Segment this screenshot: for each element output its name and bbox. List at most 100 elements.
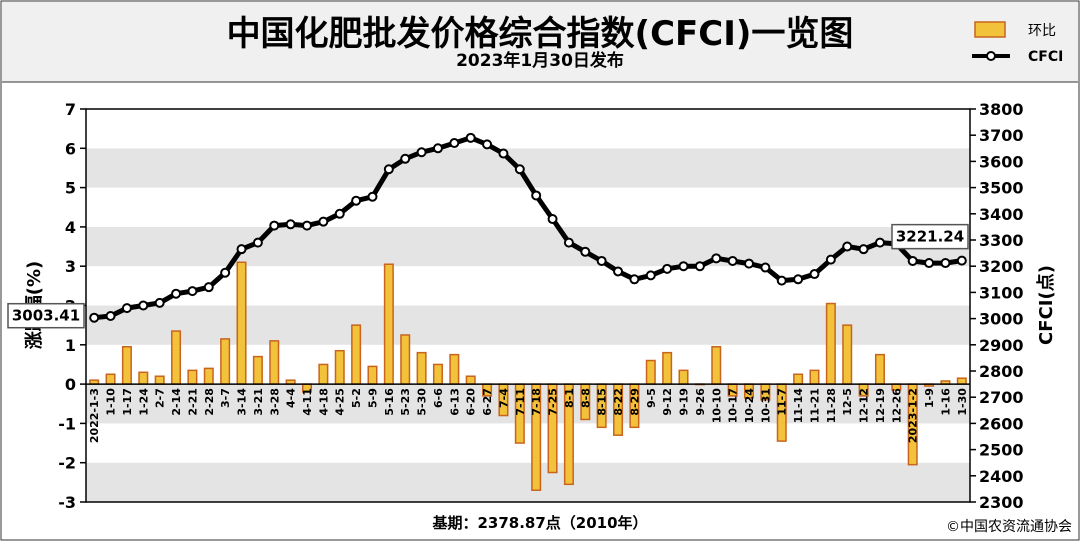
right-tick-label: 3000	[979, 310, 1024, 329]
x-tick-label: 8-8	[579, 388, 592, 408]
annotation-label: 3003.41	[12, 307, 80, 325]
x-tick-label: 5-9	[366, 388, 379, 408]
right-tick-label: 2500	[979, 441, 1024, 460]
bar-1-10	[105, 373, 116, 385]
header-band	[2, 2, 1078, 82]
x-tick-label: 9-5	[645, 388, 658, 408]
right-tick-label: 3100	[979, 283, 1024, 302]
x-tick-label: 3-28	[268, 388, 281, 416]
x-tick-label: 7-11	[514, 388, 527, 416]
legend-line-label: CFCI	[1028, 49, 1063, 65]
x-tick-label: 3-14	[236, 388, 249, 416]
cfci-point-8-22	[613, 266, 624, 277]
legend-bar-label: 环比	[1028, 23, 1056, 39]
cfci-point-6-6	[432, 143, 443, 154]
plot-band	[86, 384, 970, 424]
bar-3-28	[269, 340, 280, 385]
right-tick-label: 3700	[979, 126, 1024, 145]
cfci-point-5-30	[416, 147, 427, 158]
bar-2-28	[203, 367, 214, 385]
base-note: 基期：2378.87点（2010年）	[431, 514, 647, 532]
plot-band	[86, 226, 970, 267]
bar-12-19	[874, 353, 885, 385]
x-tick-label: 6-6	[432, 388, 445, 408]
right-axis-ticks: 2300 2400 2500 2600 2700 2800 2900 3000 3100 3200…	[970, 100, 1024, 512]
cfci-point-1-9	[924, 258, 935, 269]
x-tick-label: 6-20	[465, 388, 478, 416]
x-tick-label: 1-30	[956, 388, 969, 416]
line-series	[89, 132, 967, 323]
x-tick-label: 11-28	[825, 388, 838, 423]
cfci-point-10-10	[711, 253, 722, 264]
x-tick-label: 2-7	[154, 388, 167, 408]
bar-2-14	[171, 330, 182, 385]
x-tick-label: 10-10	[710, 388, 723, 424]
legend-bar-swatch	[974, 21, 1006, 38]
x-tick-label: 8-22	[612, 388, 625, 416]
bar-9-19	[678, 369, 689, 385]
plot-bands	[86, 109, 970, 502]
left-tick-label: -2	[58, 454, 76, 473]
cfci-point-2-7	[154, 297, 165, 308]
cfci-point-9-19	[678, 261, 689, 272]
right-tick-label: 3400	[979, 205, 1024, 224]
x-tick-label: 7-18	[530, 388, 543, 416]
legend: 环比 CFCI	[972, 21, 1063, 65]
cfci-point-6-27	[482, 139, 493, 150]
left-tick-label: -1	[58, 414, 76, 433]
right-tick-label: 2300	[979, 493, 1024, 512]
bar-9-12	[662, 351, 673, 385]
cfci-point-3-28	[269, 220, 280, 231]
x-tick-label: 1-10	[105, 388, 118, 416]
bar-11-21	[809, 369, 820, 385]
x-tick-label: 1-17	[121, 388, 134, 416]
cfci-point-4-11	[302, 220, 312, 231]
x-tick-label: 3-21	[252, 388, 265, 416]
cfci-point-6-13	[449, 138, 460, 149]
chart-subtitle: 2023年1月30日发布	[456, 50, 624, 71]
left-tick-label: 6	[65, 139, 76, 158]
cfci-point-9-5	[645, 270, 656, 281]
x-tick-label: 11-14	[792, 388, 805, 424]
cfci-point-1-30	[956, 255, 967, 266]
cfci-point-2-14	[171, 288, 182, 299]
bar-6-20	[465, 375, 476, 385]
cfci-point-8-1	[563, 237, 574, 248]
x-tick-label: 12-26	[890, 388, 903, 424]
x-tick-label: 8-15	[596, 388, 609, 416]
x-tick-label: 1-16	[939, 388, 952, 416]
x-tick-label: 3-7	[219, 388, 232, 408]
cfci-point-5-16	[383, 164, 394, 175]
x-tick-label: 8-1	[563, 388, 576, 408]
x-tick-label: 5-2	[350, 388, 363, 408]
plot-band	[86, 462, 970, 502]
right-tick-label: 3500	[979, 179, 1024, 198]
cfci-point-9-12	[662, 263, 673, 274]
plot-band	[86, 266, 970, 306]
bar-1-24	[138, 371, 149, 385]
right-tick-label: 2400	[979, 467, 1024, 486]
cfci-point-2-28	[203, 282, 214, 293]
left-tick-label: 0	[65, 375, 76, 394]
cfci-point-11-14	[793, 274, 804, 285]
right-tick-label: 3200	[979, 257, 1024, 276]
cfci-point-8-29	[629, 274, 640, 285]
cfci-point-4-25	[334, 208, 345, 219]
legend-line-marker	[986, 51, 996, 61]
cfci-point-10-31	[760, 262, 771, 273]
left-tick-label: -3	[58, 493, 76, 512]
annotation-box	[7, 302, 85, 329]
bar-1-30	[956, 377, 967, 385]
cfci-point-10-17	[727, 255, 738, 266]
x-tick-label: 6-27	[481, 388, 494, 416]
cfci-point-7-25	[547, 214, 558, 225]
x-tick-label: 6-13	[448, 388, 461, 416]
copyright-note: ©中国农资流通协会	[946, 519, 1072, 535]
cfci-point-7-11	[514, 164, 525, 175]
bar-3-7	[220, 338, 231, 385]
cfci-point-4-4	[285, 219, 296, 230]
chart-title: 中国化肥批发价格综合指数(CFCI)一览图	[227, 14, 854, 54]
x-tick-label: 12-5	[841, 388, 854, 416]
left-tick-label: 1	[65, 336, 76, 355]
